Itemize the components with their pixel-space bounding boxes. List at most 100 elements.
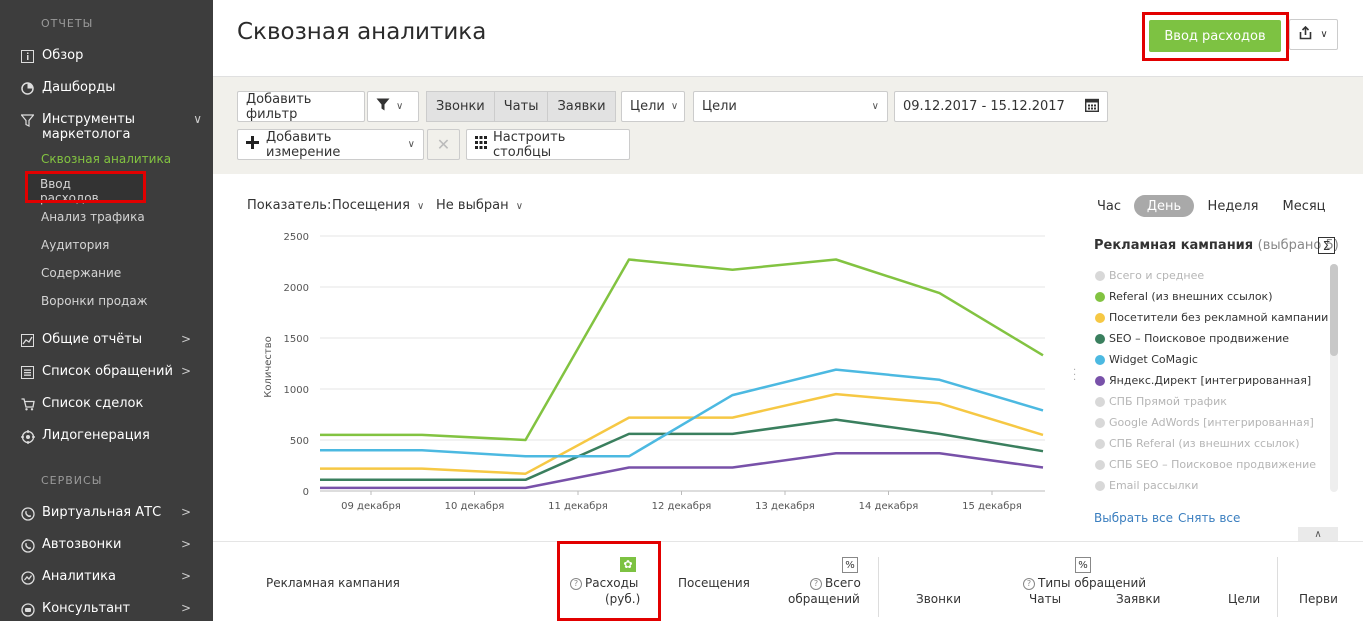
- collapse-chart-button[interactable]: ∧: [1298, 527, 1338, 541]
- sidebar-item-autocalls[interactable]: Автозвонки >: [20, 537, 199, 553]
- sidebar-item-deals-list[interactable]: Список сделок: [20, 396, 199, 412]
- toggle-chats[interactable]: Чаты: [494, 92, 549, 121]
- chevron-down-icon: ∨: [1320, 29, 1328, 40]
- legend-item[interactable]: Email рассылки: [1095, 479, 1198, 492]
- help-icon[interactable]: ?: [810, 577, 822, 590]
- sidebar-sub-expense-input[interactable]: Ввод расходов: [25, 171, 146, 205]
- sidebar-item-consultant[interactable]: Консультант >: [20, 601, 199, 617]
- date-range-input[interactable]: 09.12.2017 - 15.12.2017: [894, 91, 1108, 122]
- export-button[interactable]: ∨: [1289, 19, 1338, 50]
- period-week[interactable]: Неделя: [1207, 198, 1259, 214]
- column-divider: [878, 557, 879, 617]
- help-icon[interactable]: ?: [1023, 577, 1035, 590]
- legend-item[interactable]: SEO – Поисковое продвижение: [1095, 332, 1289, 345]
- chevron-down-icon: ∨: [417, 201, 425, 212]
- sidebar-item-virtual-pbx[interactable]: Виртуальная АТС >: [20, 505, 199, 521]
- column-total-requests[interactable]: ? Всего: [810, 576, 861, 590]
- legend-item[interactable]: Widget CoMagic: [1095, 353, 1198, 366]
- legend-item[interactable]: СПБ SEO – Поисковое продвижение: [1095, 458, 1316, 471]
- column-request-types[interactable]: ? Типы обращений: [1023, 576, 1146, 590]
- x-tick-label: 15 декабря: [962, 501, 1022, 512]
- series-line[interactable]: [320, 368, 1044, 458]
- chevron-down-icon: ∨: [407, 139, 415, 150]
- remove-dimension-button[interactable]: ✕: [427, 129, 460, 160]
- column-visits[interactable]: Посещения: [678, 576, 750, 590]
- gear-icon[interactable]: ✿: [620, 557, 636, 572]
- toggle-calls[interactable]: Звонки: [427, 92, 495, 121]
- add-filter-button[interactable]: Добавить фильтр: [237, 91, 365, 122]
- y-axis-label: Количество: [263, 336, 274, 398]
- sidebar-item-overview[interactable]: Обзор: [20, 48, 199, 64]
- period-day[interactable]: День: [1134, 195, 1194, 217]
- date-range-value: 09.12.2017 - 15.12.2017: [903, 99, 1065, 114]
- chevron-right-icon: >: [180, 364, 191, 378]
- sidebar-item-dashboards[interactable]: Дашборды: [20, 80, 199, 96]
- add-dimension-button[interactable]: Добавить измерение ∨: [237, 129, 424, 160]
- deselect-all-link[interactable]: Снять все: [1178, 511, 1241, 525]
- column-chats[interactable]: Чаты: [1029, 592, 1062, 606]
- sidebar-sub-traffic[interactable]: Анализ трафика: [41, 210, 145, 224]
- column-expenses[interactable]: ? Расходы: [570, 576, 638, 590]
- sidebar-item-general-reports[interactable]: Общие отчёты >: [20, 332, 199, 348]
- legend-scroll-thumb[interactable]: [1330, 264, 1338, 356]
- sidebar-sub-content[interactable]: Содержание: [41, 266, 122, 280]
- sidebar-item-label: Список сделок: [42, 396, 144, 411]
- legend-item-label: Referal (из внешних ссылок): [1109, 290, 1273, 303]
- legend-scrollbar[interactable]: [1330, 264, 1338, 492]
- legend-item[interactable]: СПБ Referal (из внешних ссылок): [1095, 437, 1300, 450]
- sidebar-item-leadgen[interactable]: Лидогенерация: [20, 428, 199, 444]
- sidebar-item-label: Аналитика: [42, 569, 116, 584]
- toggle-requests[interactable]: Заявки: [548, 92, 615, 121]
- column-campaign[interactable]: Рекламная кампания: [266, 576, 400, 590]
- column-requests[interactable]: Заявки: [1116, 592, 1161, 606]
- configure-columns-button[interactable]: Настроить столбцы: [466, 129, 630, 160]
- percent-toggle-total[interactable]: %: [842, 557, 858, 573]
- sidebar-item-label: Список обращений: [42, 364, 173, 379]
- sidebar: ОТЧЕТЫ Обзор Дашборды Инструменты маркет…: [0, 0, 213, 621]
- percent-toggle-types[interactable]: %: [1075, 557, 1091, 573]
- series-line[interactable]: [320, 258, 1044, 442]
- legend-item[interactable]: Google AdWords [интегрированная]: [1095, 416, 1314, 429]
- series-line[interactable]: [320, 392, 1044, 475]
- sidebar-sub-audience[interactable]: Аудитория: [41, 238, 110, 252]
- sidebar-item-label: Лидогенерация: [42, 428, 150, 443]
- sidebar-item-marketing-tools[interactable]: Инструменты маркетолога ∨: [20, 112, 202, 142]
- legend-color-dot: [1095, 354, 1105, 365]
- expenses-column-highlight: [557, 541, 661, 621]
- period-month[interactable]: Месяц: [1282, 198, 1326, 214]
- legend-item[interactable]: Яндекс.Директ [интегрированная]: [1095, 374, 1311, 387]
- y-tick-label: 1500: [284, 334, 309, 345]
- metric-select[interactable]: Посещения ∨: [332, 198, 424, 213]
- column-total-unit: обращений: [788, 592, 860, 606]
- legend-item[interactable]: СПБ Прямой трафик: [1095, 395, 1227, 408]
- select-all-link[interactable]: Выбрать все: [1094, 511, 1174, 525]
- legend-item-label: Всего и среднее: [1109, 269, 1205, 282]
- legend-item-label: SEO – Поисковое продвижение: [1109, 332, 1290, 345]
- legend-color-dot: [1095, 417, 1105, 428]
- period-hour[interactable]: Час: [1096, 198, 1122, 214]
- chevron-down-icon: ∨: [396, 101, 404, 112]
- filter-menu-button[interactable]: ∨: [367, 91, 419, 122]
- chevron-right-icon: >: [180, 601, 191, 615]
- sigma-button[interactable]: Σ: [1318, 237, 1335, 254]
- sidebar-sub-funnels[interactable]: Воронки продаж: [41, 294, 148, 308]
- sidebar-sub-end-to-end[interactable]: Сквозная аналитика: [41, 152, 172, 166]
- sidebar-item-analytics[interactable]: Аналитика >: [20, 569, 199, 585]
- goals-select[interactable]: Цели ∨: [693, 91, 888, 122]
- column-first[interactable]: Перви: [1299, 592, 1338, 606]
- help-icon[interactable]: ?: [570, 577, 582, 590]
- goals-dropdown[interactable]: Цели ∨: [621, 91, 685, 122]
- series-line[interactable]: [320, 418, 1044, 482]
- funnel-icon: [376, 98, 390, 115]
- series-line[interactable]: [320, 452, 1044, 490]
- legend-color-dot: [1095, 480, 1105, 491]
- resize-handle[interactable]: · · ·: [1073, 365, 1077, 386]
- sidebar-item-requests-list[interactable]: Список обращений >: [20, 364, 199, 380]
- legend-item[interactable]: Посетители без рекламной кампании: [1095, 311, 1328, 324]
- legend-item[interactable]: Всего и среднее: [1095, 269, 1204, 282]
- column-calls[interactable]: Звонки: [916, 592, 961, 606]
- second-metric-select[interactable]: Не выбран ∨: [436, 198, 523, 213]
- expense-input-button[interactable]: Ввод расходов: [1149, 20, 1281, 52]
- legend-item[interactable]: Referal (из внешних ссылок): [1095, 290, 1273, 303]
- column-goals[interactable]: Цели: [1228, 592, 1261, 606]
